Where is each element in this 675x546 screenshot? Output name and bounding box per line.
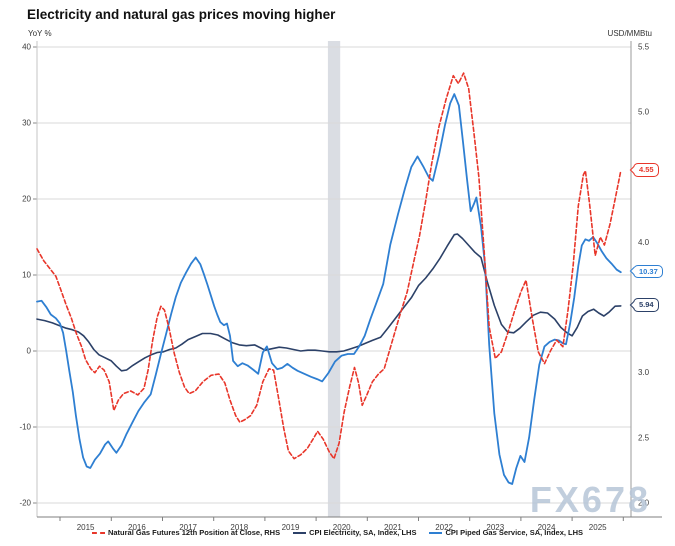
legend: Natural Gas Futures 12th Position at Clo… [0, 528, 675, 537]
svg-text:5.0: 5.0 [638, 108, 650, 117]
svg-text:20: 20 [22, 195, 31, 204]
legend-label-gas-futures: Natural Gas Futures 12th Position at Clo… [107, 528, 281, 537]
right-axis-unit-label: USD/MMBtu [607, 29, 652, 38]
svg-text:2.5: 2.5 [638, 433, 650, 442]
legend-swatch-gas-futures [91, 531, 105, 534]
svg-text:2019: 2019 [282, 523, 300, 532]
legend-label-piped-gas: CPI Piped Gas Service, SA, Index, LHS [445, 528, 584, 537]
svg-text:5.5: 5.5 [638, 43, 650, 52]
legend-item-electricity: CPI Electricity, SA, Index, LHS [293, 528, 416, 537]
svg-text:40: 40 [22, 43, 31, 52]
legend-swatch-electricity [293, 531, 307, 534]
end-value-label-piped-gas: 10.37 [633, 264, 663, 279]
end-value-electricity: 5.94 [639, 300, 654, 310]
svg-text:2015: 2015 [77, 523, 95, 532]
svg-text:10: 10 [22, 271, 31, 280]
svg-text:-10: -10 [19, 423, 31, 432]
svg-text:2020: 2020 [333, 523, 351, 532]
svg-text:-20: -20 [19, 499, 31, 508]
legend-item-gas-futures: Natural Gas Futures 12th Position at Clo… [91, 528, 281, 537]
svg-text:2022: 2022 [435, 523, 453, 532]
chart-title: Electricity and natural gas prices movin… [27, 7, 336, 22]
svg-text:2017: 2017 [179, 523, 197, 532]
svg-text:4.0: 4.0 [638, 238, 650, 247]
svg-text:30: 30 [22, 119, 31, 128]
legend-swatch-piped-gas [429, 531, 443, 534]
legend-item-piped-gas: CPI Piped Gas Service, SA, Index, LHS [429, 528, 583, 537]
svg-text:0: 0 [27, 347, 32, 356]
watermark: FX678 [529, 479, 651, 520]
svg-text:2025: 2025 [589, 523, 607, 532]
left-axis-unit-label: YoY % [28, 29, 52, 38]
end-value-label-gas-futures: 4.55 [633, 163, 659, 177]
end-value-label-electricity: 5.94 [633, 298, 659, 312]
svg-text:2.0: 2.0 [638, 499, 650, 508]
svg-text:2016: 2016 [128, 523, 146, 532]
svg-text:2023: 2023 [486, 523, 504, 532]
end-value-gas-futures: 4.55 [639, 165, 654, 175]
end-value-piped-gas: 10.37 [639, 266, 658, 276]
svg-text:3.0: 3.0 [638, 368, 650, 377]
svg-text:2021: 2021 [384, 523, 402, 532]
legend-label-electricity: CPI Electricity, SA, Index, LHS [309, 528, 417, 537]
svg-text:2024: 2024 [538, 523, 556, 532]
svg-text:2018: 2018 [230, 523, 248, 532]
